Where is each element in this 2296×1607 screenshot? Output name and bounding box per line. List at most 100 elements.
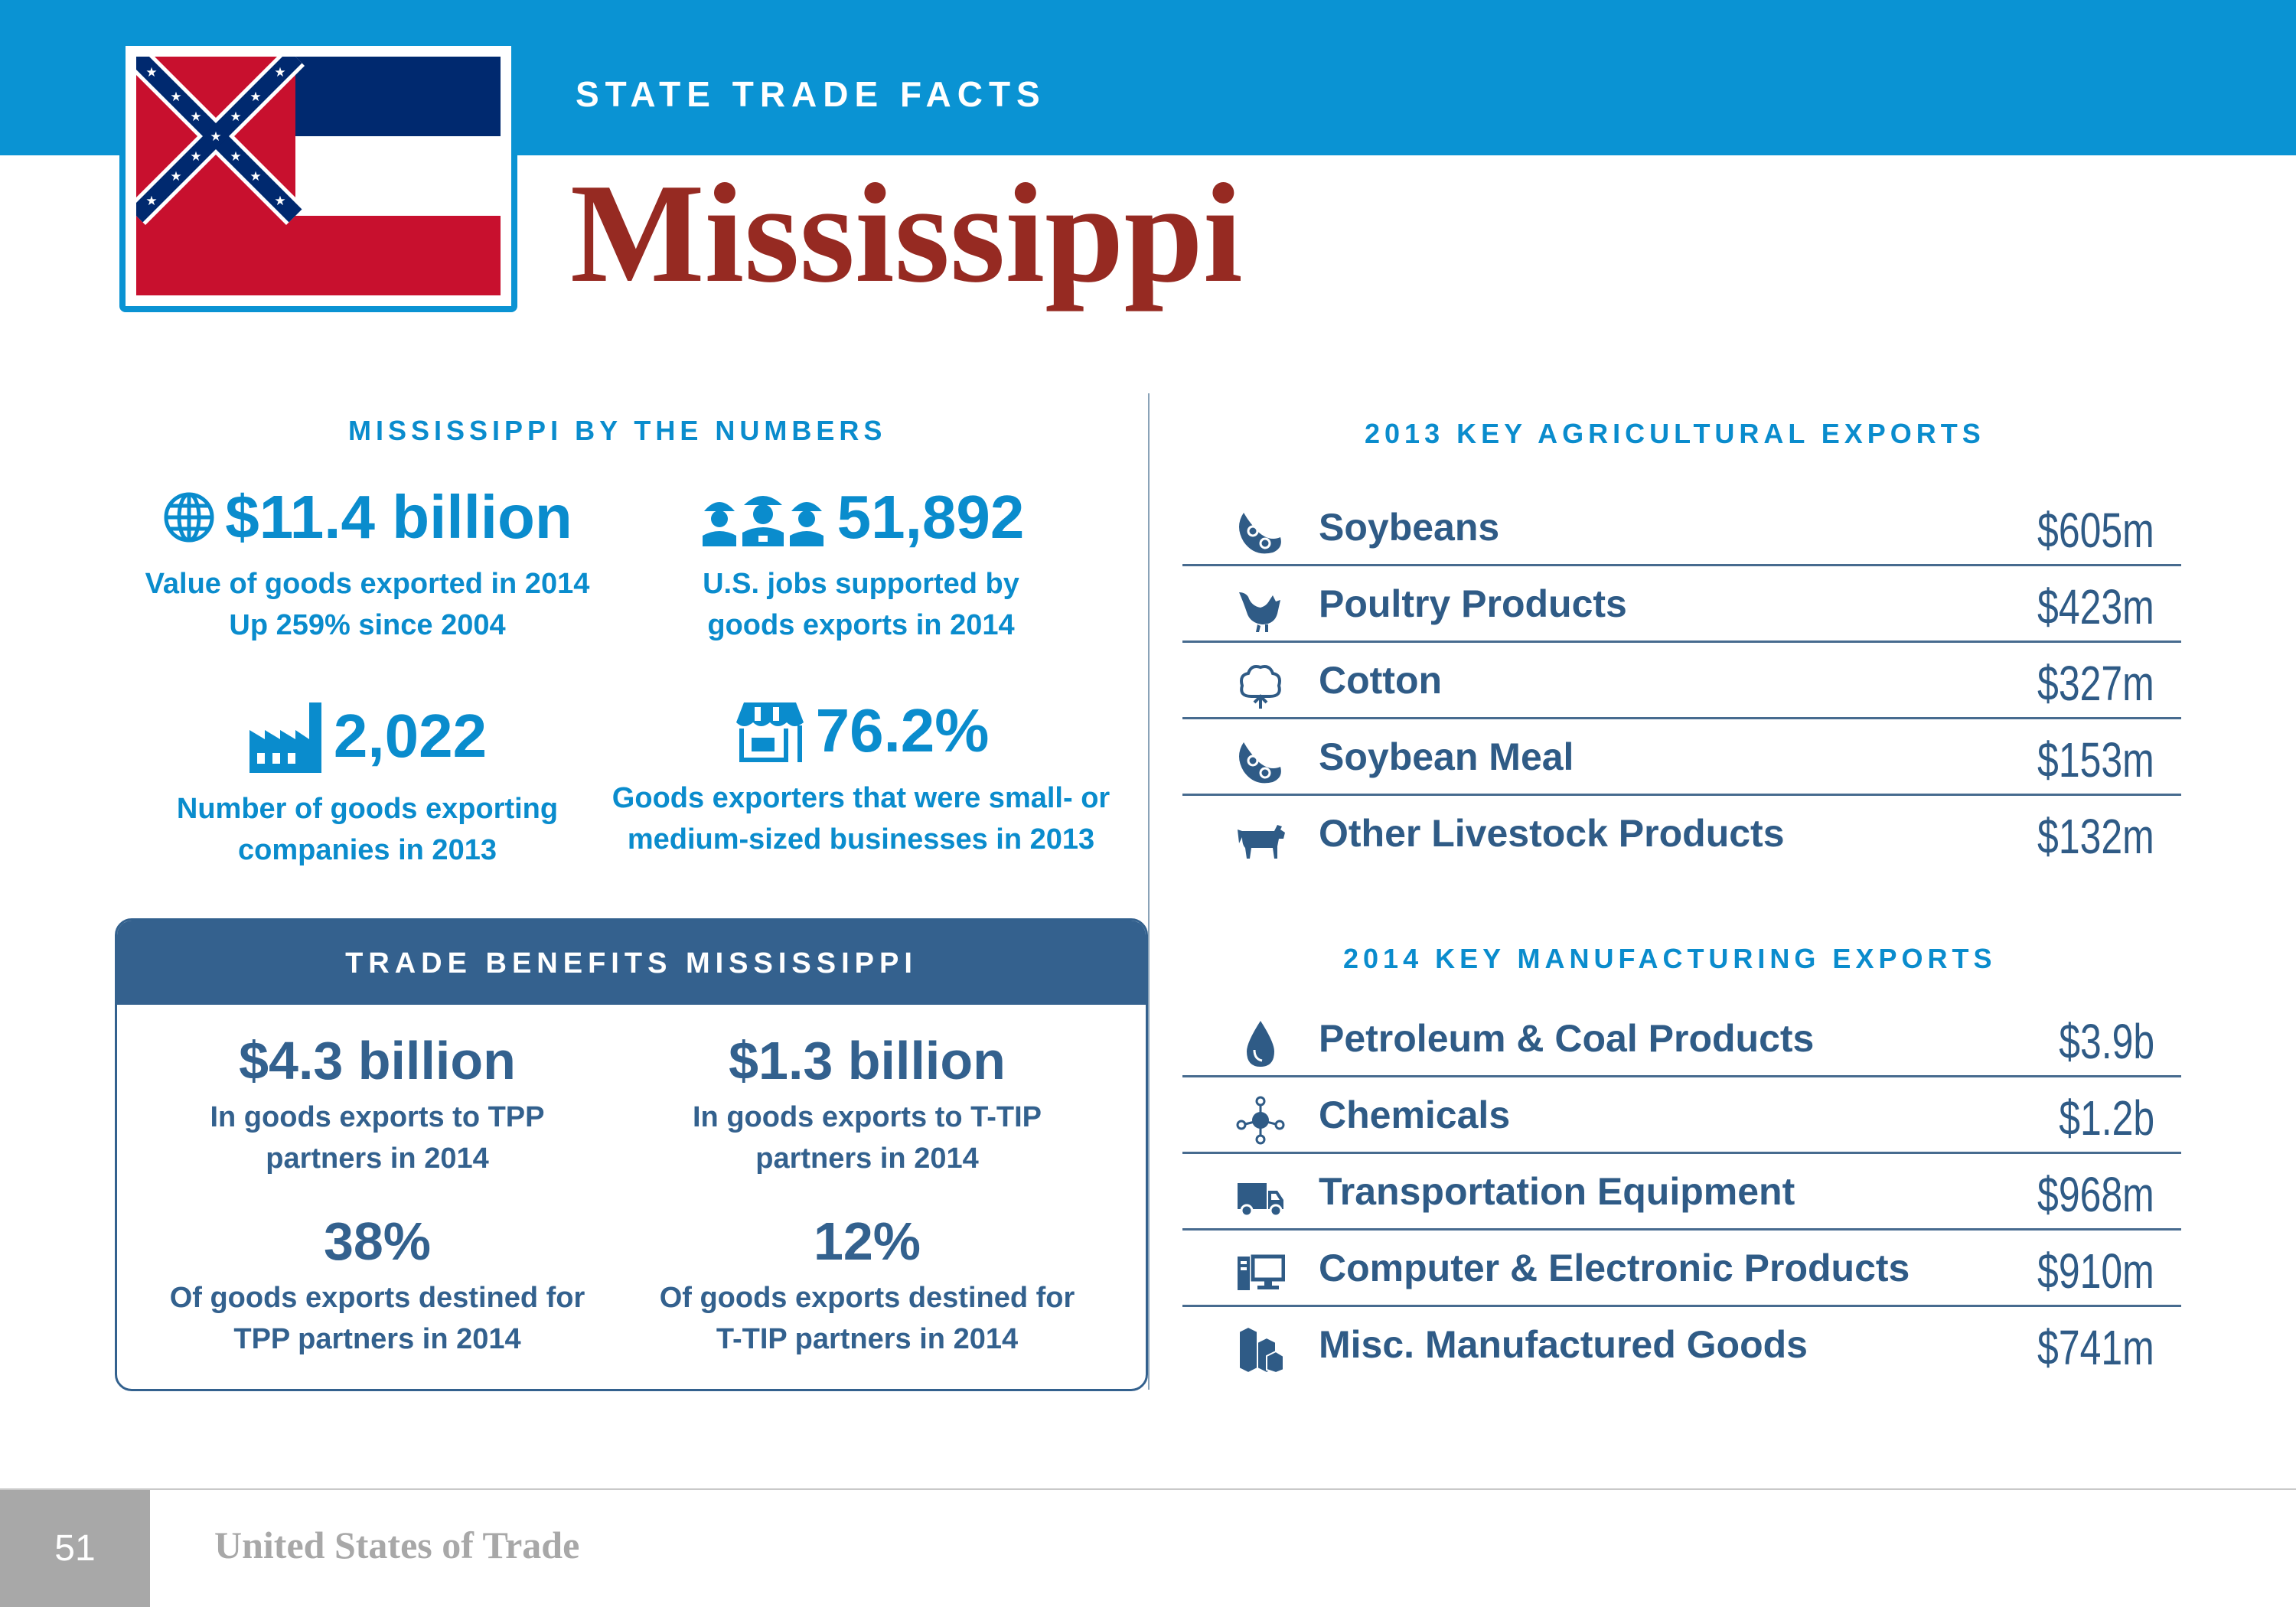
agri-value: $132m [2037,809,2154,864]
globe-icon [164,492,214,543]
benefit-value: 38% [323,1211,432,1271]
svg-text:★: ★ [190,109,201,125]
svg-text:★: ★ [230,109,241,125]
benefit-ttip-value: $1.3 billion In goods exports to T-TIP p… [607,1034,1127,1179]
stat-desc-line: Goods exporters that were small- or [612,782,1110,814]
truck-icon [1238,1183,1283,1217]
agri-label: Soybeans [1319,506,1500,549]
benefit-desc-line: In goods exports to T-TIP [693,1101,1042,1133]
benefit-desc-line: In goods exports to TPP [210,1101,545,1133]
benefit-desc-line: partners in 2014 [755,1143,979,1175]
mfg-label: Misc. Manufactured Goods [1319,1323,1808,1366]
agri-label: Soybean Meal [1319,735,1574,778]
mfg-row-petroleum: Petroleum & Coal Products $3.9b [1182,1001,2181,1077]
benefit-desc-line: TPP partners in 2014 [233,1323,521,1355]
benefit-value: $4.3 billion [239,1031,516,1090]
agri-value: $153m [2037,732,2154,787]
mfg-label: Chemicals [1319,1094,1511,1136]
benefit-value: 12% [813,1211,921,1271]
mfg-value: $910m [2037,1244,2154,1299]
mfg-row-misc: Misc. Manufactured Goods $741m [1182,1307,2181,1384]
mfg-value: $968m [2037,1167,2154,1222]
mfg-label: Transportation Equipment [1319,1170,1795,1213]
svg-text:★: ★ [145,65,157,80]
boxes-icon [1238,1325,1284,1374]
mfg-row-chemicals: Chemicals $1.2b [1182,1077,2181,1154]
cotton-icon [1240,665,1281,709]
trade-benefits-heading: TRADE BENEFITS MISSISSIPPI [117,921,1146,1005]
stat-value: $11.4 billion [225,483,572,551]
mfg-value: $1.2b [2059,1090,2154,1146]
storefront-icon [735,702,804,762]
benefit-tpp-share: 38% Of goods exports destined for TPP pa… [117,1214,638,1360]
mfg-value: $741m [2037,1320,2154,1375]
benefit-tpp-value: $4.3 billion In goods exports to TPP par… [117,1034,638,1179]
chicken-icon [1239,592,1280,632]
cow-icon [1238,825,1285,859]
stat-desc-line: Up 259% since 2004 [229,609,506,641]
publication-title: United States of Trade [214,1524,580,1566]
agri-value: $423m [2037,579,2154,634]
benefit-desc-line: Of goods exports destined for [659,1282,1075,1314]
stat-companies: 2,022 Number of goods exporting companie… [107,699,628,871]
agri-row-soybeans: Soybeans $605m [1182,490,2181,566]
agri-label: Cotton [1319,659,1443,702]
agri-row-poultry: Poultry Products $423m [1182,566,2181,643]
stat-value: 2,022 [333,702,488,770]
stat-desc-line: U.S. jobs supported by [703,568,1019,600]
mfg-label: Petroleum & Coal Products [1319,1017,1815,1060]
soybean-icon [1239,513,1281,554]
stat-desc-line: companies in 2013 [238,834,497,866]
factory-icon [249,702,321,773]
agri-value: $327m [2037,656,2154,711]
svg-text:★: ★ [170,169,181,184]
svg-text:★: ★ [170,90,181,105]
workers-icon [702,496,823,546]
mfg-value: $3.9b [2059,1014,2154,1069]
svg-text:★: ★ [210,129,221,145]
benefit-desc-line: partners in 2014 [266,1143,489,1175]
stat-desc-line: Value of goods exported in 2014 [145,568,590,600]
stat-desc-line: goods exports in 2014 [707,609,1015,641]
agri-label: Poultry Products [1319,582,1627,625]
numbers-heading: MISSISSIPPI BY THE NUMBERS [348,415,887,446]
manufacturing-heading: 2014 KEY MANUFACTURING EXPORTS [1343,943,1997,974]
svg-text:★: ★ [249,169,261,184]
stat-value: 51,892 [837,483,1025,551]
eyebrow-label: STATE TRADE FACTS [576,74,1046,114]
svg-text:★: ★ [145,194,157,209]
agricultural-heading: 2013 KEY AGRICULTURAL EXPORTS [1365,418,1985,449]
mfg-row-computer: Computer & Electronic Products $910m [1182,1231,2181,1307]
stat-small-business: 76.2% Goods exporters that were small- o… [597,699,1125,860]
agri-label: Other Livestock Products [1319,812,1785,855]
stat-value: 76.2% [815,696,990,764]
benefit-desc-line: T-TIP partners in 2014 [716,1323,1019,1355]
stat-export-value: $11.4 billion Value of goods exported in… [107,487,628,646]
column-divider [1148,393,1150,1390]
svg-text:★: ★ [274,65,285,80]
molecule-icon [1236,1096,1285,1145]
trade-benefits-panel: TRADE BENEFITS MISSISSIPPI $4.3 billion … [115,918,1148,1391]
svg-text:★: ★ [249,90,261,105]
stat-jobs: 51,892 U.S. jobs supported by goods expo… [597,487,1125,646]
agri-value: $605m [2037,503,2154,558]
mfg-label: Computer & Electronic Products [1319,1247,1910,1289]
state-title: Mississippi [570,155,1243,312]
benefit-desc-line: Of goods exports destined for [169,1282,585,1314]
soybean-icon [1239,742,1281,784]
benefit-value: $1.3 billion [729,1031,1006,1090]
footer-rule [0,1488,2296,1490]
state-flag: ★ ★ ★ ★ ★ ★ ★ ★ ★ ★ ★ ★ ★ [119,40,517,312]
svg-text:★: ★ [190,149,201,165]
oil-drop-icon [1247,1021,1274,1067]
mfg-row-transportation: Transportation Equipment $968m [1182,1154,2181,1231]
agri-row-soybean-meal: Soybean Meal $153m [1182,719,2181,796]
agri-row-cotton: Cotton $327m [1182,643,2181,719]
mississippi-flag-icon: ★ ★ ★ ★ ★ ★ ★ ★ ★ ★ ★ ★ ★ [136,57,501,295]
computer-icon [1238,1254,1285,1290]
page-number: 51 [0,1490,150,1607]
benefit-ttip-share: 12% Of goods exports destined for T-TIP … [607,1214,1127,1360]
agri-row-livestock: Other Livestock Products $132m [1182,796,2181,872]
stat-desc-line: medium-sized businesses in 2013 [627,823,1095,856]
svg-text:★: ★ [274,194,285,209]
